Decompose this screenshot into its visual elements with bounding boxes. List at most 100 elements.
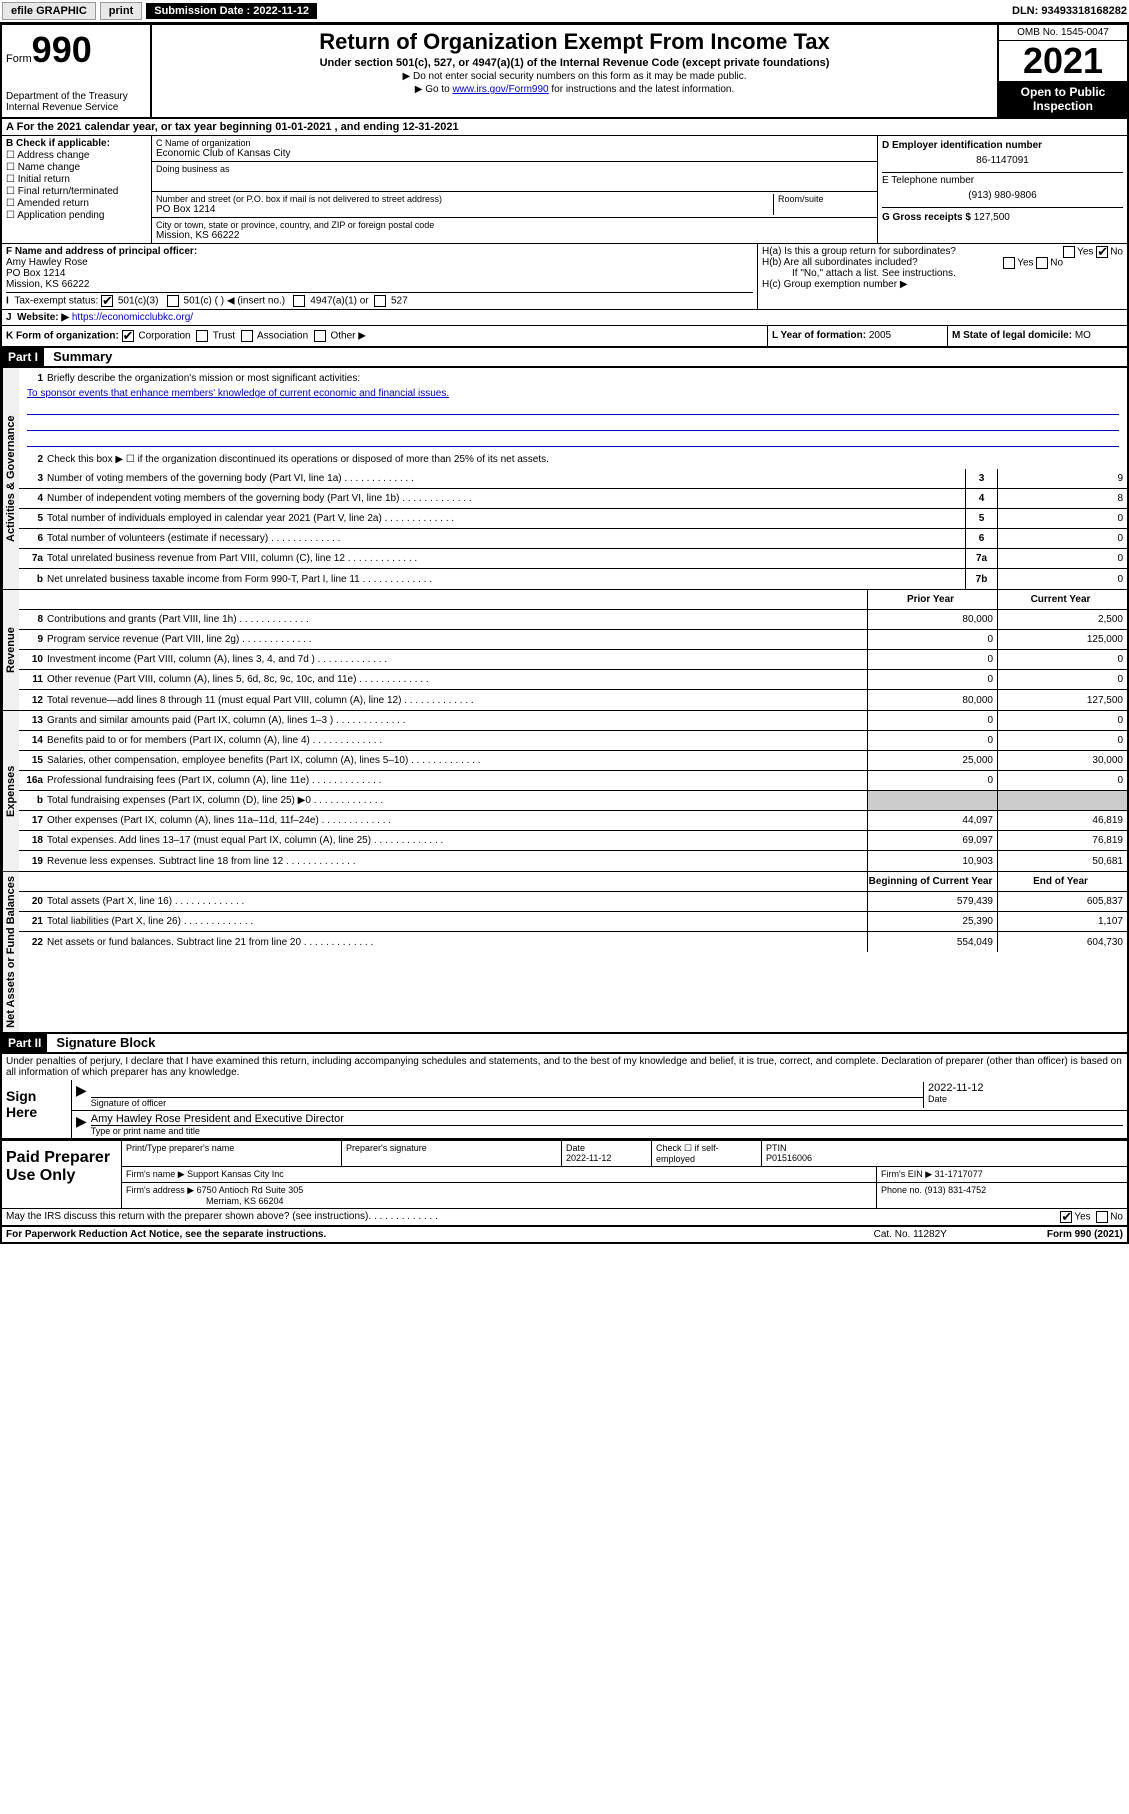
- row-a-tax-year: A For the 2021 calendar year, or tax yea…: [2, 119, 1127, 136]
- chk-ha-yes[interactable]: [1063, 246, 1075, 258]
- hb-note: If "No," attach a list. See instructions…: [762, 268, 1123, 279]
- line-num: 18: [19, 835, 47, 846]
- open-inspection-badge: Open to Public Inspection: [999, 81, 1127, 117]
- preparer-name-label: Print/Type preparer's name: [122, 1141, 342, 1166]
- table-row: 6 Total number of volunteers (estimate i…: [19, 529, 1127, 549]
- form-subtitle-2: ▶ Do not enter social security numbers o…: [156, 71, 993, 82]
- firm-addr2: Merriam, KS 66204: [126, 1196, 872, 1206]
- sub3-pre: ▶ Go to: [415, 84, 453, 95]
- website-url[interactable]: https://economicclubkc.org/: [72, 312, 193, 323]
- line-num: 5: [19, 513, 47, 524]
- paperwork-text: For Paperwork Reduction Act Notice, see …: [6, 1229, 326, 1240]
- line-prior: 0: [867, 630, 997, 649]
- line-text: Number of voting members of the governin…: [47, 471, 965, 486]
- box-f: F Name and address of principal officer:…: [2, 244, 757, 309]
- table-row: b Net unrelated business taxable income …: [19, 569, 1127, 589]
- line-box: 6: [965, 529, 997, 548]
- line-text: Other expenses (Part IX, column (A), lin…: [47, 813, 867, 828]
- line-current: 605,837: [997, 892, 1127, 911]
- line-num: 11: [19, 674, 47, 685]
- tel-row: E Telephone number (913) 980-9806: [882, 173, 1123, 208]
- chk-final-return[interactable]: ☐ Final return/terminated: [6, 186, 147, 197]
- line-num-1: 1: [19, 373, 47, 384]
- year-formation-value: 2005: [869, 330, 891, 341]
- gross-row: G Gross receipts $ 127,500: [882, 208, 1123, 223]
- line-text: Revenue less expenses. Subtract line 18 …: [47, 854, 867, 869]
- vert-label-net-assets: Net Assets or Fund Balances: [2, 872, 19, 1032]
- part1-title: Summary: [47, 347, 118, 366]
- chk-discuss-yes[interactable]: [1060, 1211, 1072, 1223]
- dba-label: Doing business as: [156, 164, 873, 174]
- opt-4947: 4947(a)(1) or: [310, 296, 368, 307]
- firm-addr-label: Firm's address ▶: [126, 1185, 194, 1195]
- line-text: Total expenses. Add lines 13–17 (must eq…: [47, 833, 867, 848]
- line-prior: [867, 791, 997, 810]
- line-1-label: Briefly describe the organization's miss…: [47, 371, 1127, 386]
- chk-name-change[interactable]: ☐ Name change: [6, 162, 147, 173]
- chk-address-change[interactable]: ☐ Address change: [6, 150, 147, 161]
- line-num: 3: [19, 473, 47, 484]
- chk-application-pending[interactable]: ☐ Application pending: [6, 210, 147, 221]
- firm-name-label: Firm's name ▶: [126, 1169, 185, 1179]
- chk-trust[interactable]: [196, 330, 208, 342]
- dln-label: DLN: 93493318168282: [1012, 5, 1127, 17]
- line-prior: 0: [867, 731, 997, 750]
- address-value: PO Box 1214: [156, 204, 773, 215]
- chk-amended-return[interactable]: ☐ Amended return: [6, 198, 147, 209]
- line-prior: 579,439: [867, 892, 997, 911]
- line-text: Grants and similar amounts paid (Part IX…: [47, 713, 867, 728]
- ptin-label: PTIN: [766, 1143, 1123, 1153]
- table-row: 11 Other revenue (Part VIII, column (A),…: [19, 670, 1127, 690]
- chk-other[interactable]: [314, 330, 326, 342]
- row-klm: K Form of organization: Corporation Trus…: [2, 326, 1127, 348]
- irs-label: Internal Revenue Service: [6, 102, 146, 113]
- chk-hb-no[interactable]: [1036, 257, 1048, 269]
- print-button[interactable]: print: [100, 2, 142, 20]
- line-text: Salaries, other compensation, employee b…: [47, 753, 867, 768]
- sig-officer-row: ▶ Signature of officer 2022-11-12 Date: [72, 1080, 1127, 1111]
- efile-button[interactable]: efile GRAPHIC: [2, 2, 96, 20]
- line-text: Total fundraising expenses (Part IX, col…: [47, 793, 867, 808]
- mission-line-1: [27, 401, 1119, 415]
- chk-corp[interactable]: [122, 330, 134, 342]
- chk-assoc[interactable]: [241, 330, 253, 342]
- table-row: 20 Total assets (Part X, line 16) 579,43…: [19, 892, 1127, 912]
- form-title: Return of Organization Exempt From Incom…: [156, 29, 993, 55]
- chk-ha-no[interactable]: [1096, 246, 1108, 258]
- box-b: B Check if applicable: ☐ Address change …: [2, 136, 152, 243]
- chk-501c3[interactable]: [101, 295, 113, 307]
- line-prior: 25,390: [867, 912, 997, 931]
- chk-501c[interactable]: [167, 295, 179, 307]
- table-row: 22 Net assets or fund balances. Subtract…: [19, 932, 1127, 952]
- box-b-label: B Check if applicable:: [6, 138, 147, 149]
- address-label: Number and street (or P.O. box if mail i…: [156, 194, 773, 204]
- line-val: 8: [997, 489, 1127, 508]
- chk-hb-yes[interactable]: [1003, 257, 1015, 269]
- ein-row: D Employer identification number 86-1147…: [882, 138, 1123, 173]
- vert-label-revenue: Revenue: [2, 590, 19, 710]
- ein-value: 86-1147091: [882, 151, 1123, 170]
- mission-line-2: [27, 417, 1119, 431]
- line-text: Total liabilities (Part X, line 26): [47, 914, 867, 929]
- header-right: OMB No. 1545-0047 2021 Open to Public In…: [997, 25, 1127, 117]
- line-text: Benefits paid to or for members (Part IX…: [47, 733, 867, 748]
- org-name-label: C Name of organization: [156, 138, 873, 148]
- dept-treasury: Department of the Treasury: [6, 91, 146, 102]
- line-num: 19: [19, 856, 47, 867]
- chk-527[interactable]: [374, 295, 386, 307]
- line-val: 0: [997, 529, 1127, 548]
- ha-yes: Yes: [1077, 247, 1093, 258]
- preparer-sig-label: Preparer's signature: [342, 1141, 562, 1166]
- chk-discuss-no[interactable]: [1096, 1211, 1108, 1223]
- submission-date-badge: Submission Date : 2022-11-12: [146, 3, 317, 19]
- chk-4947[interactable]: [293, 295, 305, 307]
- paperwork-row: For Paperwork Reduction Act Notice, see …: [2, 1225, 1127, 1242]
- section-bcd: B Check if applicable: ☐ Address change …: [2, 136, 1127, 244]
- line-current: 127,500: [997, 690, 1127, 710]
- table-row: 18 Total expenses. Add lines 13–17 (must…: [19, 831, 1127, 851]
- irs-link[interactable]: www.irs.gov/Form990: [452, 84, 548, 95]
- sign-here-row: Sign Here ▶ Signature of officer 2022-11…: [2, 1080, 1127, 1139]
- header-left: Form990 Department of the Treasury Inter…: [2, 25, 152, 117]
- table-row: 3 Number of voting members of the govern…: [19, 469, 1127, 489]
- chk-initial-return[interactable]: ☐ Initial return: [6, 174, 147, 185]
